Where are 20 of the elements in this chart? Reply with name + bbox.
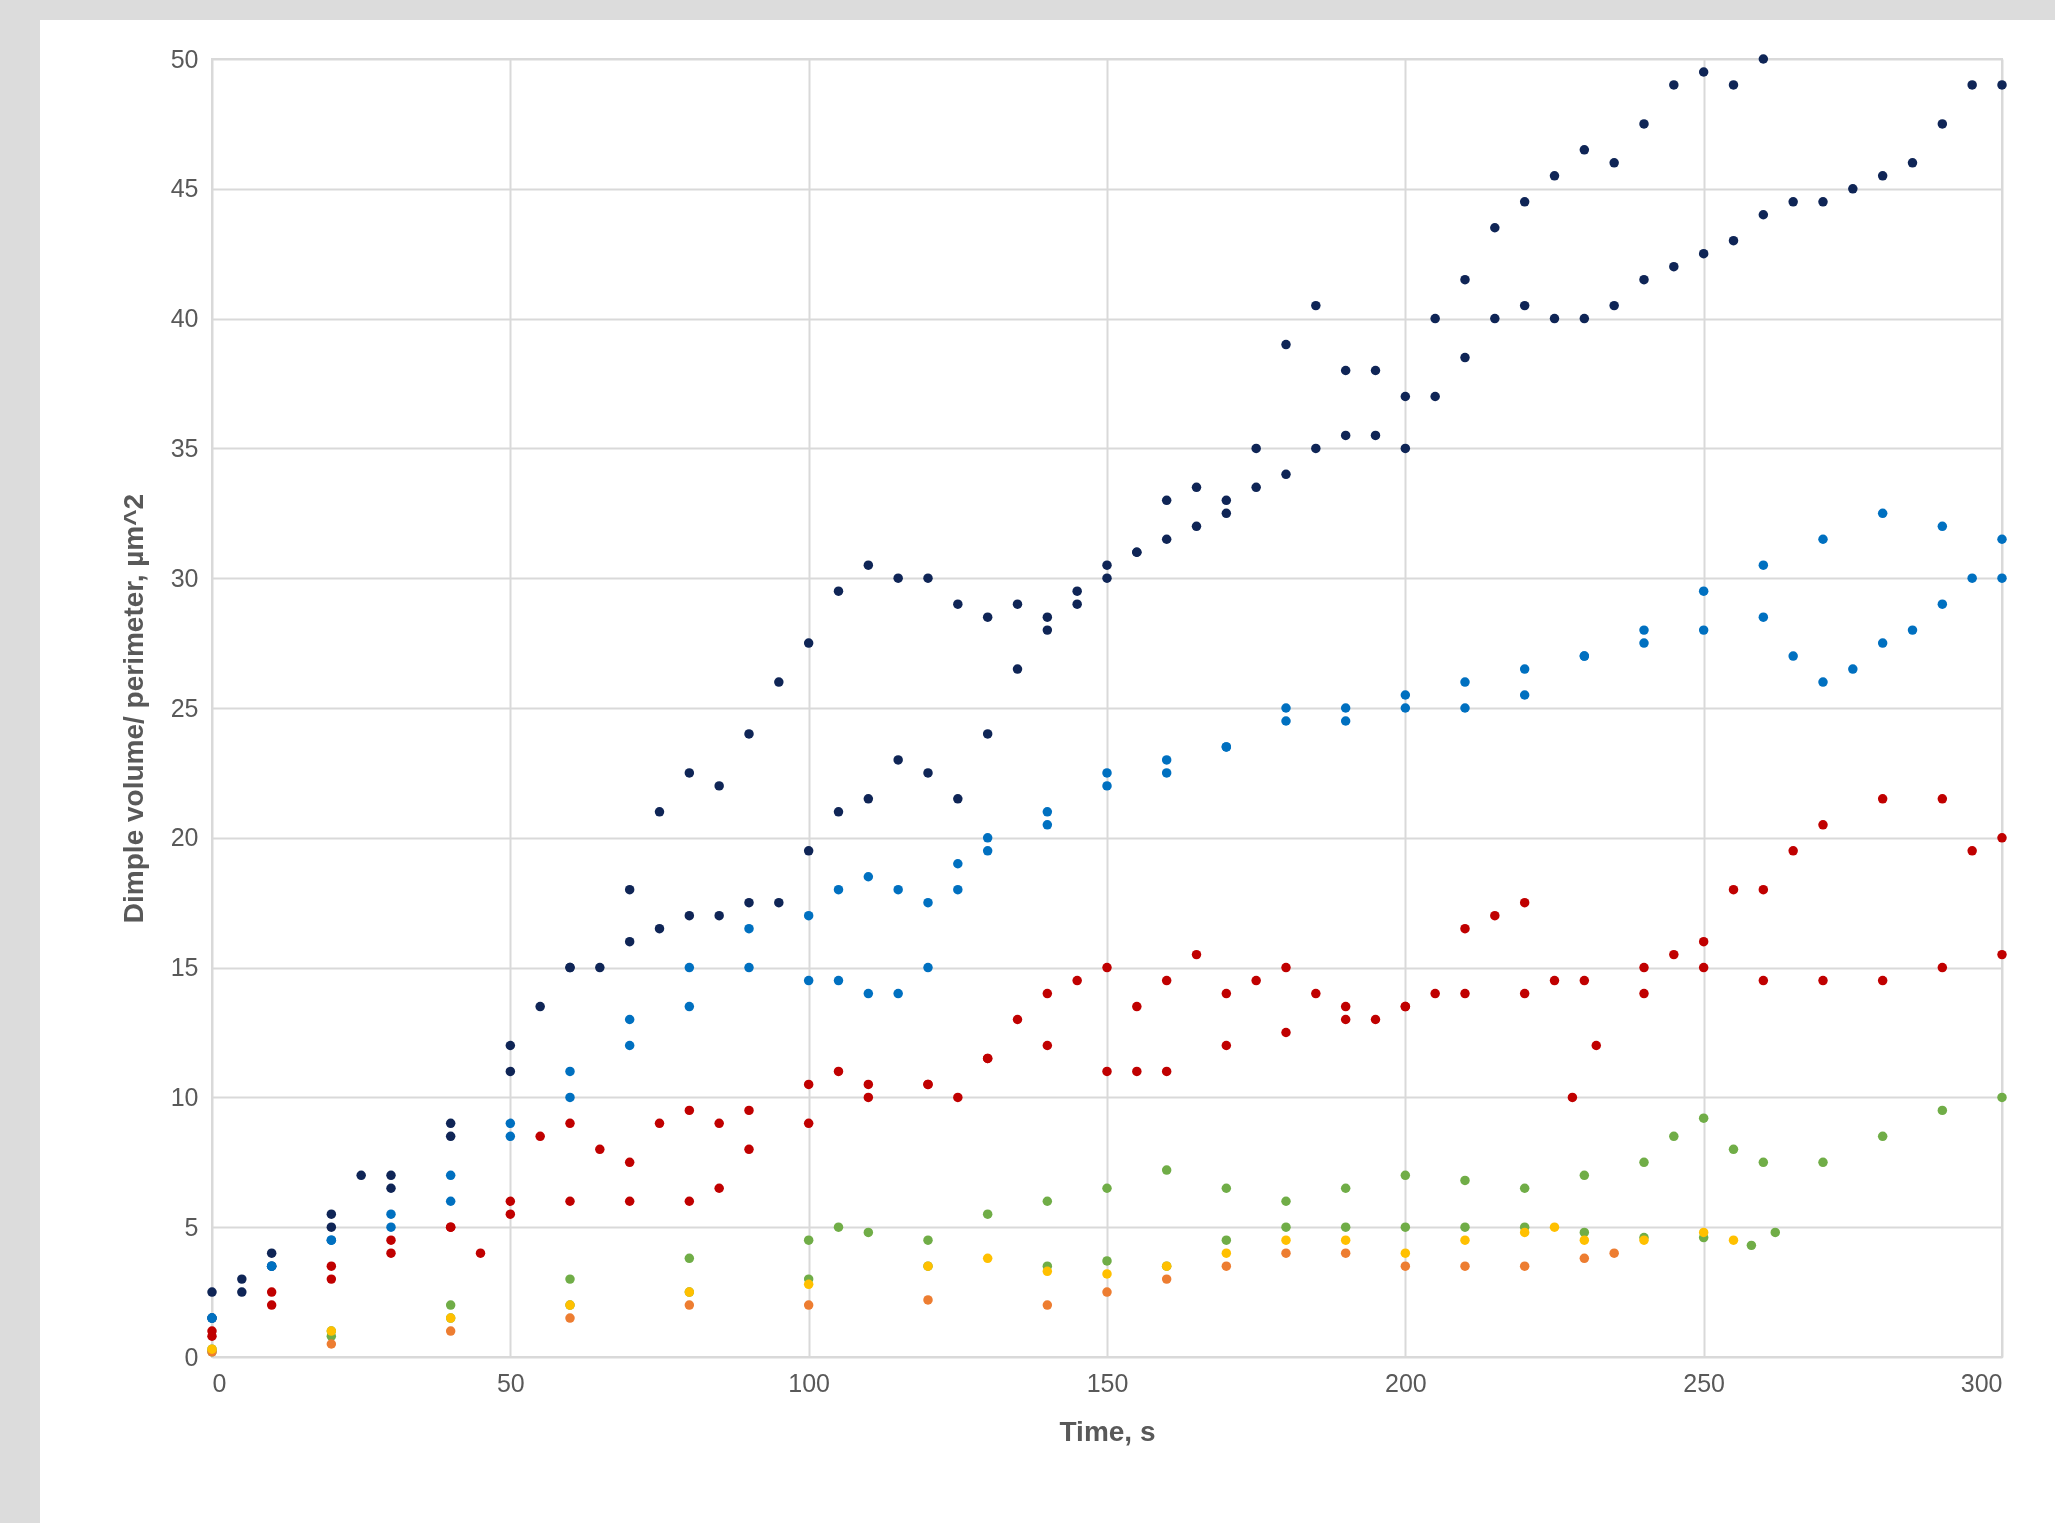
x-tick-label: 250 xyxy=(1683,1368,1726,1397)
y-tick-label: 10 xyxy=(170,1082,199,1111)
y-tick-label: 15 xyxy=(170,953,199,982)
y-tick-label: 50 xyxy=(170,44,199,73)
x-axis-title: Time, s xyxy=(1059,1415,1156,1447)
x-tick-label: 50 xyxy=(496,1368,525,1397)
y-tick-label: 30 xyxy=(170,563,199,592)
x-tick-label: 200 xyxy=(1384,1368,1427,1397)
y-tick-label: 25 xyxy=(170,693,199,722)
y-tick-label: 45 xyxy=(170,174,199,203)
y-axis-title: Dimple volume/ perimeter, µm^2 xyxy=(117,493,149,924)
y-tick-label: 35 xyxy=(170,433,199,462)
x-tick-label: 0 xyxy=(212,1368,227,1397)
x-tick-label: 150 xyxy=(1086,1368,1129,1397)
y-tick-label: 0 xyxy=(184,1342,199,1371)
y-tick-label: 40 xyxy=(170,304,199,333)
x-tick-label: 300 xyxy=(1960,1368,2003,1397)
x-tick-label: 100 xyxy=(788,1368,831,1397)
y-tick-label: 5 xyxy=(184,1212,199,1241)
y-tick-label: 20 xyxy=(170,823,199,852)
